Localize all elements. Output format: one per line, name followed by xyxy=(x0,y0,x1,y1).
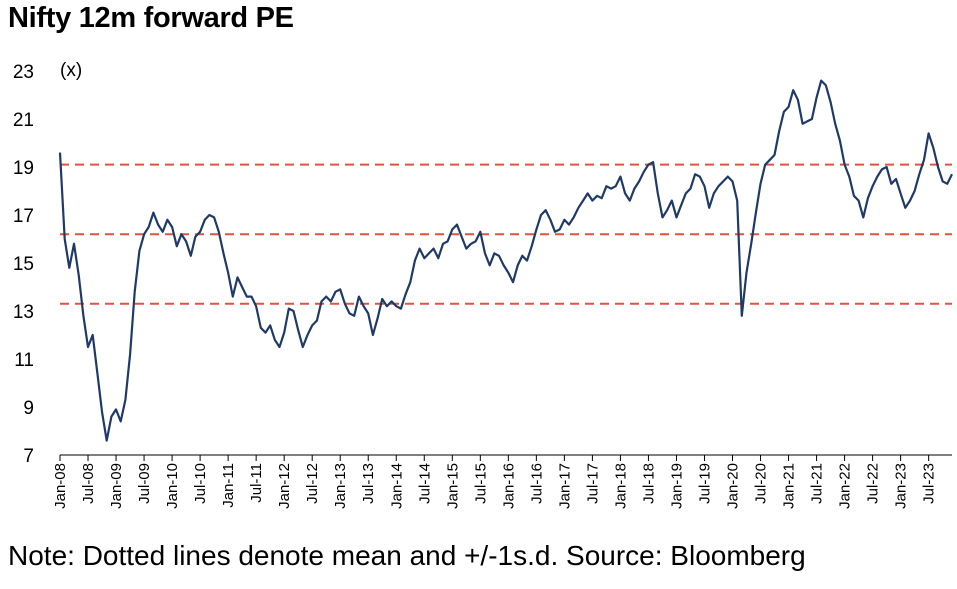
x-tick-label: Jan-11 xyxy=(220,463,237,508)
x-tick-label: Jul-19 xyxy=(696,463,713,504)
x-tick-label: Jan-16 xyxy=(500,463,517,509)
x-tick-label: Jul-08 xyxy=(80,463,97,504)
x-tick-label: Jan-19 xyxy=(668,463,685,509)
y-axis-unit-label: (x) xyxy=(60,60,82,81)
y-axis-ticks: 7 9 11 13 15 17 19 21 23 xyxy=(13,62,34,467)
x-tick-label: Jul-12 xyxy=(304,463,321,504)
y-tick-label: 19 xyxy=(13,158,34,179)
y-tick-label: 21 xyxy=(13,110,34,131)
x-tick-label: Jan-15 xyxy=(444,463,461,509)
y-tick-label: 15 xyxy=(13,254,34,275)
x-tick-label: Jul-21 xyxy=(809,463,826,504)
x-tick-label: Jul-09 xyxy=(136,463,153,504)
x-tick-label: Jul-17 xyxy=(584,463,601,504)
y-tick-label: 13 xyxy=(13,302,34,323)
chart-note: Note: Dotted lines denote mean and +/-1s… xyxy=(8,540,806,571)
y-tick-label: 7 xyxy=(23,446,34,467)
x-tick-label: Jul-23 xyxy=(921,463,938,504)
x-tick-label: Jul-20 xyxy=(753,463,770,504)
x-tick-label: Jan-22 xyxy=(837,463,854,509)
x-tick-label: Jan-17 xyxy=(556,463,573,509)
x-tick-label: Jan-23 xyxy=(893,463,910,509)
x-axis-tick-labels: Jan-08 Jul-08 Jan-09 Jul-09 Jan-10 Jul-10 Jan-… xyxy=(52,463,938,509)
x-tick-label: Jul-15 xyxy=(472,463,489,504)
x-tick-label: Jan-14 xyxy=(388,463,405,509)
x-tick-label: Jan-21 xyxy=(781,463,798,509)
x-tick-label: Jul-22 xyxy=(865,463,882,504)
x-tick-label: Jan-09 xyxy=(108,463,125,509)
series-line-pe xyxy=(58,79,953,442)
x-tick-label: Jan-08 xyxy=(52,463,69,509)
x-tick-label: Jan-13 xyxy=(332,463,349,509)
x-tick-label: Jan-20 xyxy=(725,463,742,509)
y-tick-label: 11 xyxy=(14,350,34,371)
x-tick-label: Jul-18 xyxy=(640,463,657,504)
x-tick-label: Jul-13 xyxy=(360,463,377,504)
x-tick-label: Jan-12 xyxy=(276,463,293,509)
x-tick-label: Jan-18 xyxy=(612,463,629,509)
y-tick-label: 9 xyxy=(23,398,34,419)
chart-title: Nifty 12m forward PE xyxy=(8,2,294,34)
x-tick-label: Jul-16 xyxy=(528,463,545,504)
x-axis-tick-marks xyxy=(59,455,930,461)
x-tick-label: Jul-14 xyxy=(416,463,433,504)
x-tick-label: Jul-10 xyxy=(192,463,209,504)
x-tick-label: Jan-10 xyxy=(164,463,181,509)
y-tick-label: 23 xyxy=(13,62,34,83)
x-tick-label: Jul-11 xyxy=(248,463,265,503)
reference-lines xyxy=(60,163,952,305)
y-tick-label: 17 xyxy=(13,206,34,227)
